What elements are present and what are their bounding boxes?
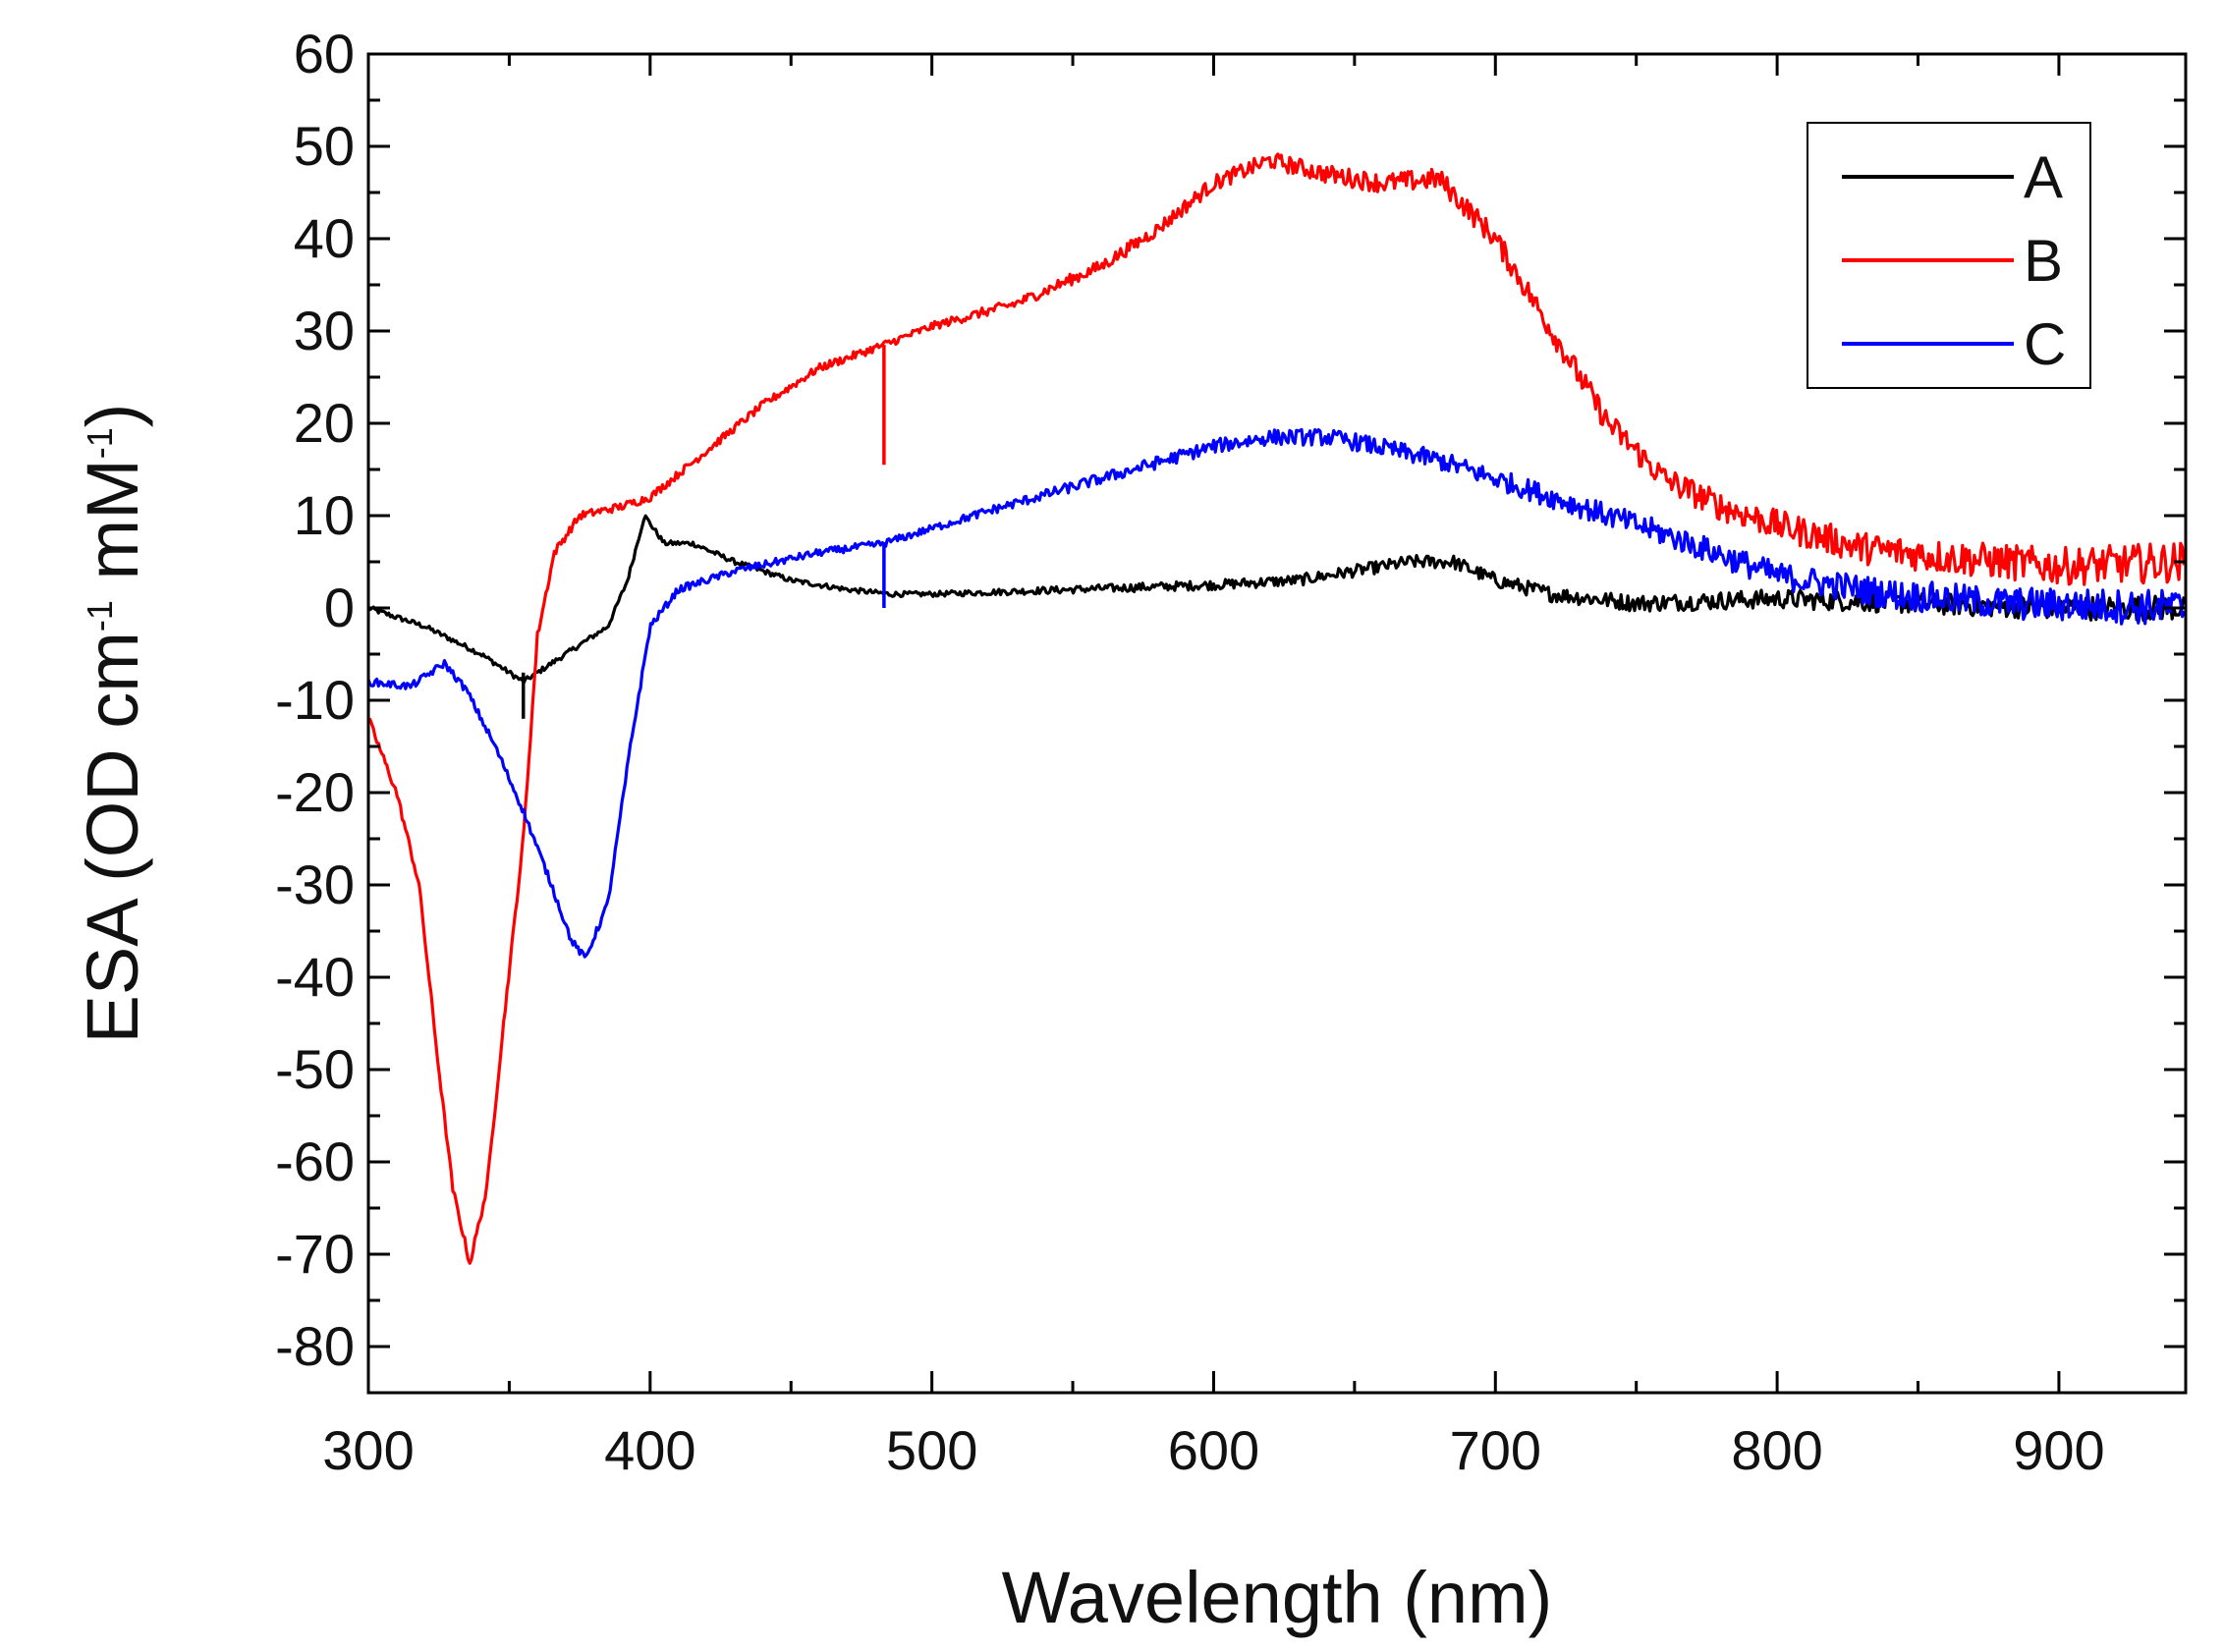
series-layer	[366, 152, 2186, 1265]
x-tick-label: 500	[886, 1419, 977, 1481]
legend: ABC	[1807, 122, 2091, 389]
y-tick-label: -60	[275, 1130, 355, 1192]
y-tick-label: -40	[275, 946, 355, 1008]
y-tick-label: 0	[324, 577, 355, 638]
x-tick-label: 900	[2013, 1419, 2104, 1481]
x-tick-label: 700	[1450, 1419, 1541, 1481]
series-B-line	[367, 152, 2186, 1265]
x-tick-label: 800	[1731, 1419, 1822, 1481]
y-tick-label: -70	[275, 1223, 355, 1285]
x-tick-label: 300	[322, 1419, 414, 1481]
y-axis-title: ESA (OD cm-1 mM-1)	[72, 404, 153, 1044]
y-tick-label: 40	[294, 207, 355, 269]
y-axis-title-middle: mM	[72, 459, 153, 600]
x-tick-label: 600	[1168, 1419, 1259, 1481]
y-tick-label: 30	[294, 300, 355, 361]
axes-layer: 300 400 500 600 700 800 900 60 50 40 30 20 10 0 -10 -20…	[275, 23, 2186, 1481]
legend-label-C: C	[2024, 311, 2066, 377]
legend-label-A: A	[2024, 144, 2063, 210]
y-tick-label: -10	[275, 669, 355, 731]
legend-label-B: B	[2024, 228, 2063, 294]
y-tick-label: -50	[275, 1038, 355, 1100]
y-axis-title-sup1: -1	[80, 600, 120, 632]
y-axis-title-main: ESA (OD cm	[72, 632, 153, 1043]
y-tick-label: -20	[275, 761, 355, 823]
plot-frame	[366, 52, 2188, 1395]
y-tick-label: 60	[294, 23, 355, 84]
y-axis-title-close: )	[72, 404, 153, 428]
x-axis-title: Wavelength (nm)	[1002, 1557, 1553, 1638]
y-axis-title-sup2: -1	[80, 427, 120, 459]
y-tick-label: -30	[275, 854, 355, 915]
y-tick-label: -80	[275, 1315, 355, 1377]
x-tick-label: 400	[604, 1419, 695, 1481]
y-tick-label: 20	[294, 392, 355, 454]
y-tick-label: 50	[294, 115, 355, 177]
y-tick-label: 10	[294, 484, 355, 546]
series-C-line	[366, 427, 2186, 959]
